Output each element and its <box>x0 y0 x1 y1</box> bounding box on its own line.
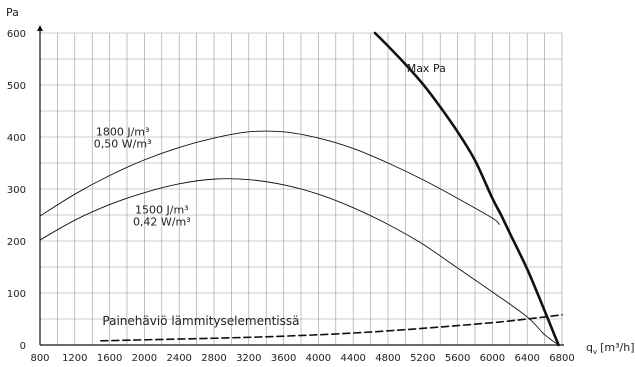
x-axis-symbol: q <box>586 341 593 354</box>
series-line-4 <box>100 314 563 342</box>
x-tick-label: 2000 <box>132 353 157 364</box>
annotation-a4: Painehäviö lämmityselementissä <box>102 314 299 328</box>
x-tick-label: 5600 <box>445 353 470 364</box>
y-tick-label: 100 <box>7 289 26 300</box>
x-tick-label: 4800 <box>375 353 400 364</box>
y-axis-title: Pa <box>6 6 19 19</box>
x-tick-label: 2800 <box>201 353 226 364</box>
x-axis-title: qv [m³/h] <box>586 341 635 356</box>
annotation-line: 0,50 W/m³ <box>94 137 152 150</box>
axes <box>37 25 564 346</box>
y-tick-label: 200 <box>7 237 26 248</box>
annotation-a3: Max Pa <box>407 62 446 75</box>
x-tick-label: 800 <box>30 353 49 364</box>
x-tick-label: 6000 <box>480 353 505 364</box>
x-tick-label: 1600 <box>97 353 122 364</box>
annotation-a1: 1800 J/m³ 0,50 W/m³ <box>94 125 152 150</box>
annotations: 1800 J/m³ 0,50 W/m³ 1500 J/m³ 0,42 W/m³ Max … <box>94 62 446 328</box>
annotation-a2: 1500 J/m³ 0,42 W/m³ <box>133 203 191 228</box>
annotation-line: Max Pa <box>407 62 446 75</box>
x-tick-label: 2400 <box>166 353 191 364</box>
x-axis-subscript: v <box>593 348 597 356</box>
y-tick-label: 300 <box>7 185 26 196</box>
annotation-line: 1500 J/m³ <box>135 203 189 216</box>
annotation-line: 0,42 W/m³ <box>133 215 191 228</box>
x-tick-label: 3600 <box>271 353 296 364</box>
annotation-line: Painehäviö lämmityselementissä <box>102 314 299 328</box>
x-tick-label: 4400 <box>340 353 365 364</box>
annotation-line: 1800 J/m³ <box>96 125 150 138</box>
x-tick-labels: 800 1200 1600 2000 2400 2800 3200 3600 4000 4400 4… <box>30 353 574 364</box>
x-tick-label: 3200 <box>236 353 261 364</box>
x-tick-label: 4000 <box>306 353 331 364</box>
x-tick-label: 6400 <box>514 353 539 364</box>
y-tick-labels: 0 100 200 300 400 500 600 <box>7 29 26 352</box>
series-line-3 <box>373 31 560 347</box>
x-tick-label: 6800 <box>549 353 574 364</box>
y-tick-label: 0 <box>20 341 26 352</box>
series-line-2 <box>39 178 559 346</box>
x-tick-label: 1200 <box>62 353 87 364</box>
y-axis-arrow <box>37 25 43 31</box>
x-tick-label: 5200 <box>410 353 435 364</box>
x-axis-unit: [m³/h] <box>600 341 634 354</box>
series-lines <box>39 31 563 347</box>
y-tick-label: 400 <box>7 133 26 144</box>
series-line-1 <box>39 130 500 225</box>
y-tick-label: 600 <box>7 29 26 40</box>
y-tick-label: 500 <box>7 81 26 92</box>
